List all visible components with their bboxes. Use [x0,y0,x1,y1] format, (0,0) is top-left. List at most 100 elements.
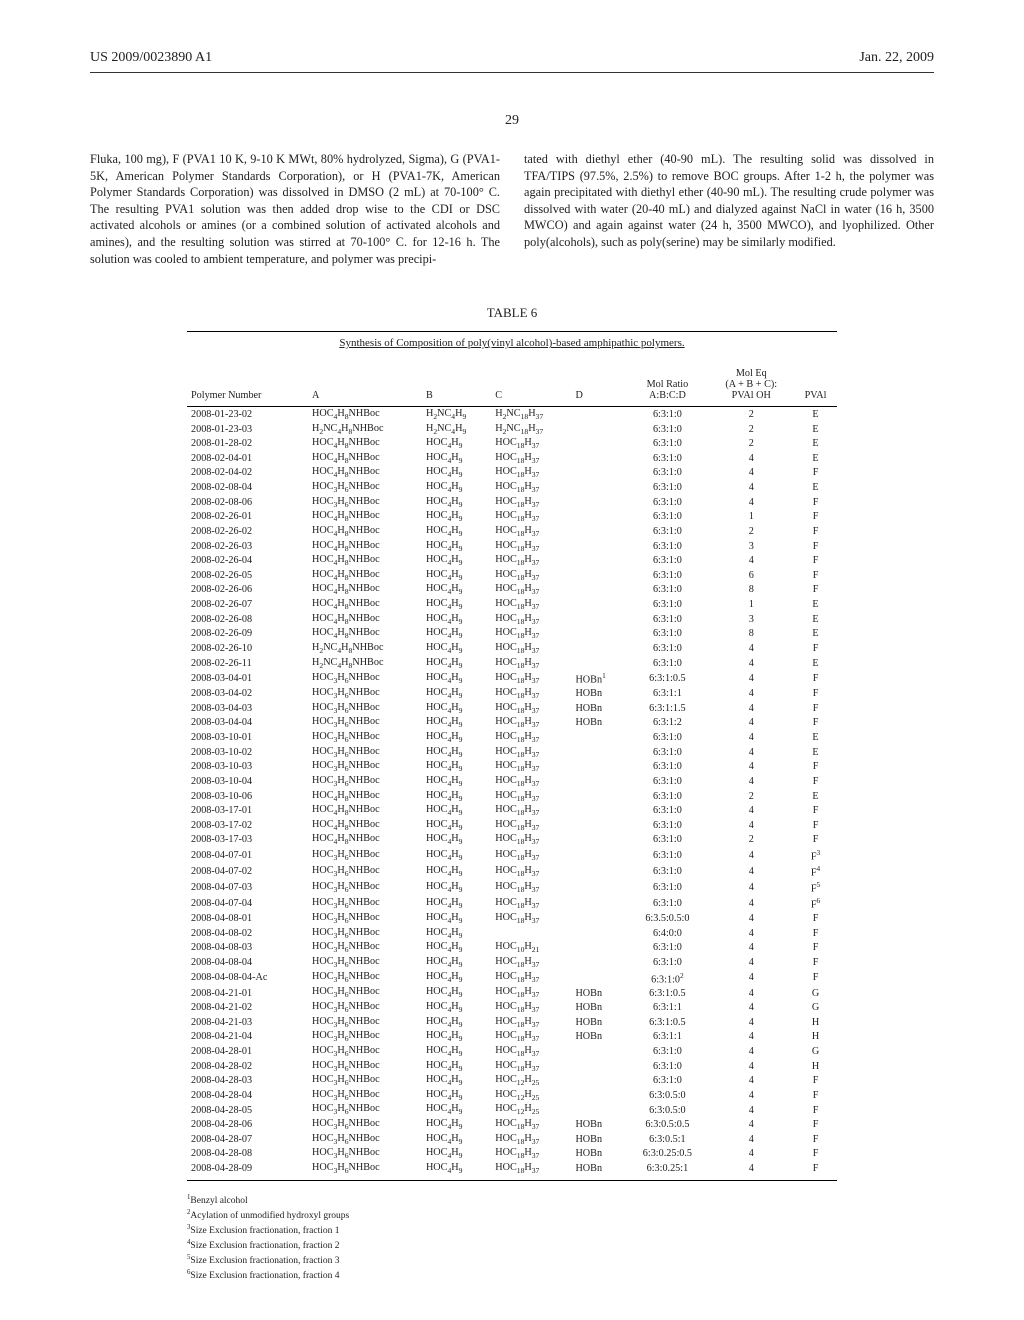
table-cell [571,451,626,466]
table-cell: E [794,745,837,760]
table-cell: 6:3:1:0 [626,656,708,671]
table-cell: HOC10H21 [491,940,571,955]
table-cell: HOC4H9 [422,480,491,495]
table-cell: 6:3:1:0 [626,627,708,642]
table-cell: HOC4H9 [422,1088,491,1103]
table-cell: 2008-04-08-02 [187,926,308,941]
table-cell [571,926,626,941]
table-cell: HOC4H9 [422,686,491,701]
col-a: A [308,365,422,407]
table-cell: 6:3:1:1 [626,1000,708,1015]
table-cell: HOC3H6NHBoc [308,847,422,863]
table-cell: 6:3:1:0.5 [626,1015,708,1030]
table-cell: 6:3:0.5:0.5 [626,1117,708,1132]
table-cell: HOC18H37 [491,760,571,775]
table-cell: HOC18H37 [491,612,571,627]
table-cell: HOC3H6NHBoc [308,1132,422,1147]
table-cell: 2008-03-10-03 [187,760,308,775]
table-cell: HOBn [571,1147,626,1162]
footnote: 5Size Exclusion fractionation, fraction … [187,1253,837,1268]
table-cell: HOC4H9 [422,1000,491,1015]
table-cell: 4 [708,863,794,879]
table-top-rule [187,331,837,333]
table-cell: HOC18H37 [491,895,571,911]
table-row: 2008-04-21-04HOC3H6NHBocHOC4H9HOC18H37HO… [187,1030,837,1045]
table-cell [571,970,626,986]
table-row: 2008-04-28-01HOC3H6NHBocHOC4H9HOC18H376:… [187,1044,837,1059]
table-cell: HOC3H6NHBoc [308,863,422,879]
table-cell: HOC18H37 [491,1147,571,1162]
table-cell: HOC4H9 [422,524,491,539]
table-cell: 6:3:1:0 [626,451,708,466]
table-cell: F [794,670,837,686]
table-row: 2008-04-28-04HOC3H6NHBocHOC4H9HOC12H256:… [187,1088,837,1103]
table-row: 2008-04-28-03HOC3H6NHBocHOC4H9HOC12H256:… [187,1073,837,1088]
table-cell: HOC4H9 [422,716,491,731]
table-cell: 2008-01-28-02 [187,436,308,451]
table-cell: 4 [708,955,794,970]
table-cell: HOC4H9 [422,1073,491,1088]
header-rule [90,72,934,73]
table-cell: 1 [708,597,794,612]
table-cell: HOC18H37 [491,627,571,642]
table-cell: F [794,539,837,554]
table-cell: HOC3H6NHBoc [308,1044,422,1059]
table-cell: 2008-04-21-04 [187,1030,308,1045]
body-columns: Fluka, 100 mg), F (PVA1 10 K, 9-10 K MWt… [90,151,934,267]
table-cell: 2008-02-26-05 [187,568,308,583]
table-cell: HOC4H9 [422,1147,491,1162]
table-row: 2008-02-26-11H2NC4H8NHBocHOC4H9HOC18H376… [187,656,837,671]
table-cell: 2008-04-07-01 [187,847,308,863]
table-cell: 2008-02-26-07 [187,597,308,612]
page-header: US 2009/0023890 A1 Jan. 22, 2009 [90,50,934,66]
table-cell: 2008-02-08-06 [187,495,308,510]
table-cell: HOC4H9 [422,926,491,941]
table-cell: 6:3:1:0 [626,612,708,627]
table-cell: 4 [708,760,794,775]
table-cell: HOC4H9 [422,451,491,466]
table-cell: HOC18H37 [491,955,571,970]
table-cell: 2008-03-10-06 [187,789,308,804]
table-cell: G [794,1044,837,1059]
table-label: TABLE 6 [90,305,934,321]
table-cell: 2008-02-08-04 [187,480,308,495]
table-cell: HOC4H8NHBoc [308,524,422,539]
table-cell: F3 [794,847,837,863]
table-cell [571,1073,626,1088]
table-cell: E [794,627,837,642]
table-cell: 4 [708,911,794,926]
table-cell: HOC3H6NHBoc [308,730,422,745]
table-cell: F [794,955,837,970]
table-cell: 6:3.5:0.5:0 [626,911,708,926]
table-bottom-rule [187,1180,837,1181]
table-cell [571,510,626,525]
table-cell: HOBn [571,686,626,701]
table-cell: 6:3:1:0 [626,955,708,970]
table-cell: HOC4H9 [422,568,491,583]
col-eq: Mol Eq(A + B + C):PVAl OH [708,365,794,407]
table-cell: 4 [708,656,794,671]
table-caption: Synthesis of Composition of poly(vinyl a… [187,337,837,349]
table-cell: 6:3:1:0 [626,480,708,495]
table-cell: HOC3H6NHBoc [308,955,422,970]
table-cell: HOC4H9 [422,539,491,554]
table-cell [571,955,626,970]
col-c: C [491,365,571,407]
table-cell: F [794,818,837,833]
table-cell: 6:3:1:0 [626,833,708,848]
table-cell: HOC3H6NHBoc [308,986,422,1001]
col-d: D [571,365,626,407]
table-row: 2008-03-10-01HOC3H6NHBocHOC4H9HOC18H376:… [187,730,837,745]
table-cell [571,656,626,671]
table-cell: HOC18H37 [491,641,571,656]
table-cell: HOC18H37 [491,716,571,731]
table-cell: HOC4H9 [422,745,491,760]
table-cell: HOC4H9 [422,495,491,510]
table-cell [571,641,626,656]
table-cell: 4 [708,895,794,911]
table-cell: 2008-04-28-08 [187,1147,308,1162]
table-cell: F5 [794,879,837,895]
table-cell: G [794,1000,837,1015]
table-row: 2008-04-07-01HOC3H6NHBocHOC4H9HOC18H376:… [187,847,837,863]
table-cell: HOC4H9 [422,1044,491,1059]
